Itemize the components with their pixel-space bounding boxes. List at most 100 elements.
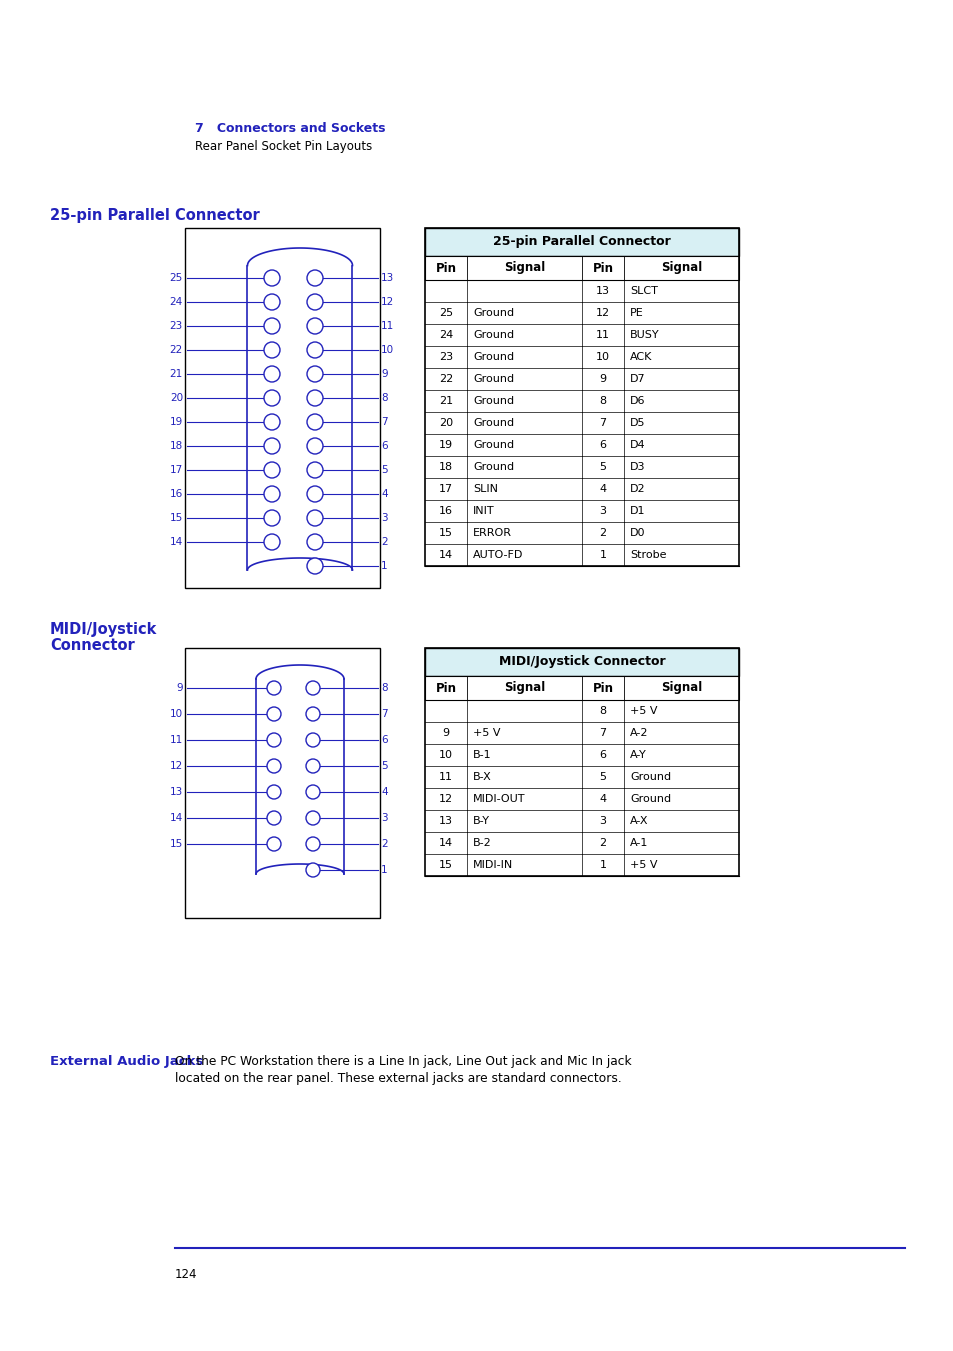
Text: 1: 1 [380, 561, 387, 571]
Circle shape [264, 270, 280, 286]
Text: BUSY: BUSY [629, 330, 659, 340]
Text: 21: 21 [438, 396, 453, 407]
Text: 24: 24 [438, 330, 453, 340]
Text: 16: 16 [438, 507, 453, 516]
Circle shape [264, 366, 280, 382]
Text: External Audio Jacks: External Audio Jacks [50, 1055, 203, 1069]
Bar [424, 648, 739, 676]
Text: 7: 7 [598, 417, 606, 428]
Text: 22: 22 [170, 345, 183, 355]
Text: 25: 25 [438, 308, 453, 317]
Text: A-2: A-2 [629, 728, 648, 738]
Text: Pin: Pin [592, 681, 613, 694]
Text: Signal: Signal [503, 681, 544, 694]
Text: located on the rear panel. These external jacks are standard connectors.: located on the rear panel. These externa… [174, 1071, 621, 1085]
Text: 2: 2 [598, 528, 606, 538]
Bar [424, 228, 739, 566]
Text: 9: 9 [380, 369, 387, 380]
Text: 17: 17 [170, 465, 183, 476]
Text: 20: 20 [438, 417, 453, 428]
Text: 12: 12 [596, 308, 609, 317]
Circle shape [307, 509, 323, 526]
Text: 5: 5 [380, 465, 387, 476]
Bar [185, 648, 379, 917]
Text: 18: 18 [170, 440, 183, 451]
Bar [424, 676, 739, 700]
Text: B-Y: B-Y [473, 816, 490, 825]
Circle shape [307, 342, 323, 358]
Bar [424, 648, 739, 875]
Text: Pin: Pin [435, 262, 456, 274]
Text: 25-pin Parallel Connector: 25-pin Parallel Connector [493, 235, 670, 249]
Text: Ground: Ground [473, 308, 514, 317]
Circle shape [264, 534, 280, 550]
Text: 12: 12 [170, 761, 183, 771]
Text: 5: 5 [598, 462, 606, 471]
Text: 10: 10 [170, 709, 183, 719]
Text: Pin: Pin [592, 262, 613, 274]
Text: Ground: Ground [629, 794, 670, 804]
Text: 10: 10 [438, 750, 453, 761]
Circle shape [306, 707, 319, 721]
Text: 4: 4 [598, 484, 606, 494]
Text: 6: 6 [380, 440, 387, 451]
Text: 7: 7 [380, 417, 387, 427]
Text: A-1: A-1 [629, 838, 648, 848]
Text: 13: 13 [380, 273, 394, 282]
Circle shape [264, 462, 280, 478]
Text: 7: 7 [598, 728, 606, 738]
Text: Signal: Signal [660, 681, 701, 694]
Circle shape [307, 534, 323, 550]
Text: 9: 9 [442, 728, 449, 738]
Text: 23: 23 [170, 322, 183, 331]
Bar [424, 255, 739, 280]
Text: Ground: Ground [473, 440, 514, 450]
Text: 8: 8 [380, 393, 387, 403]
Text: 13: 13 [438, 816, 453, 825]
Text: 19: 19 [170, 417, 183, 427]
Text: Ground: Ground [473, 374, 514, 384]
Text: D1: D1 [629, 507, 645, 516]
Circle shape [264, 438, 280, 454]
Text: INIT: INIT [473, 507, 494, 516]
Circle shape [306, 863, 319, 877]
Text: Ground: Ground [473, 330, 514, 340]
Text: Signal: Signal [660, 262, 701, 274]
Circle shape [307, 462, 323, 478]
Text: 4: 4 [380, 489, 387, 499]
Text: 5: 5 [598, 771, 606, 782]
Text: 9: 9 [598, 374, 606, 384]
Text: 10: 10 [596, 353, 609, 362]
Text: Strobe: Strobe [629, 550, 666, 561]
Circle shape [307, 390, 323, 407]
Text: 17: 17 [438, 484, 453, 494]
Text: 22: 22 [438, 374, 453, 384]
Bar [185, 228, 379, 588]
Text: Pin: Pin [435, 681, 456, 694]
Text: PE: PE [629, 308, 643, 317]
Circle shape [264, 413, 280, 430]
Text: Ground: Ground [629, 771, 670, 782]
Circle shape [307, 366, 323, 382]
Circle shape [267, 838, 281, 851]
Circle shape [306, 838, 319, 851]
Text: 13: 13 [596, 286, 609, 296]
Text: 4: 4 [598, 794, 606, 804]
Text: 20: 20 [170, 393, 183, 403]
Text: 10: 10 [380, 345, 394, 355]
Text: 25: 25 [170, 273, 183, 282]
Bar [424, 228, 739, 255]
Text: ERROR: ERROR [473, 528, 512, 538]
Text: 8: 8 [598, 396, 606, 407]
Text: 1: 1 [380, 865, 387, 875]
Text: 21: 21 [170, 369, 183, 380]
Text: 11: 11 [596, 330, 609, 340]
Text: 13: 13 [170, 788, 183, 797]
Text: 15: 15 [438, 861, 453, 870]
Text: 14: 14 [438, 550, 453, 561]
Text: 6: 6 [598, 440, 606, 450]
Text: Connector: Connector [50, 638, 134, 653]
Circle shape [307, 295, 323, 309]
Text: 15: 15 [438, 528, 453, 538]
Circle shape [307, 413, 323, 430]
